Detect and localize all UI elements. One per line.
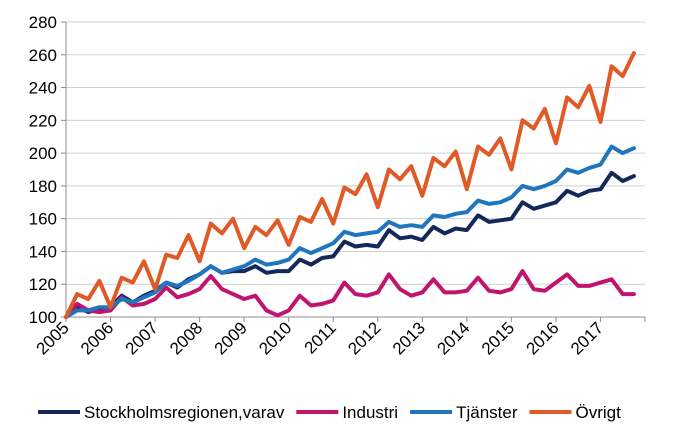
y-tick-label-280: 280 [29,13,57,32]
series-line-3 [64,144,636,319]
series-line-4 [64,51,636,319]
y-tick-label-260: 260 [29,46,57,65]
legend-label-3: Tjänster [456,403,518,422]
grid-lines [66,21,645,285]
y-tick-label-220: 220 [29,111,57,130]
series-line-2 [64,269,636,319]
y-tick-label-240: 240 [29,79,57,98]
y-tick-label-140: 140 [29,242,57,261]
y-tick-label-100: 100 [29,308,57,327]
legend-label-1: Stockholmsregionen,varav [84,403,285,422]
y-axis-ticks: 100 120 140 160 180 200 220 240 260 280 [29,13,57,327]
legend-label-4: Övrigt [576,403,622,422]
legend: Stockholmsregionen,varav Industri Tjänster… [38,403,621,422]
y-tick-label-160: 160 [29,210,57,229]
series-lines [64,51,636,319]
y-tick-label-200: 200 [29,144,57,163]
axes [61,21,646,322]
legend-label-2: Industri [342,403,398,422]
y-tick-label-120: 120 [29,275,57,294]
y-tick-label-180: 180 [29,177,57,196]
